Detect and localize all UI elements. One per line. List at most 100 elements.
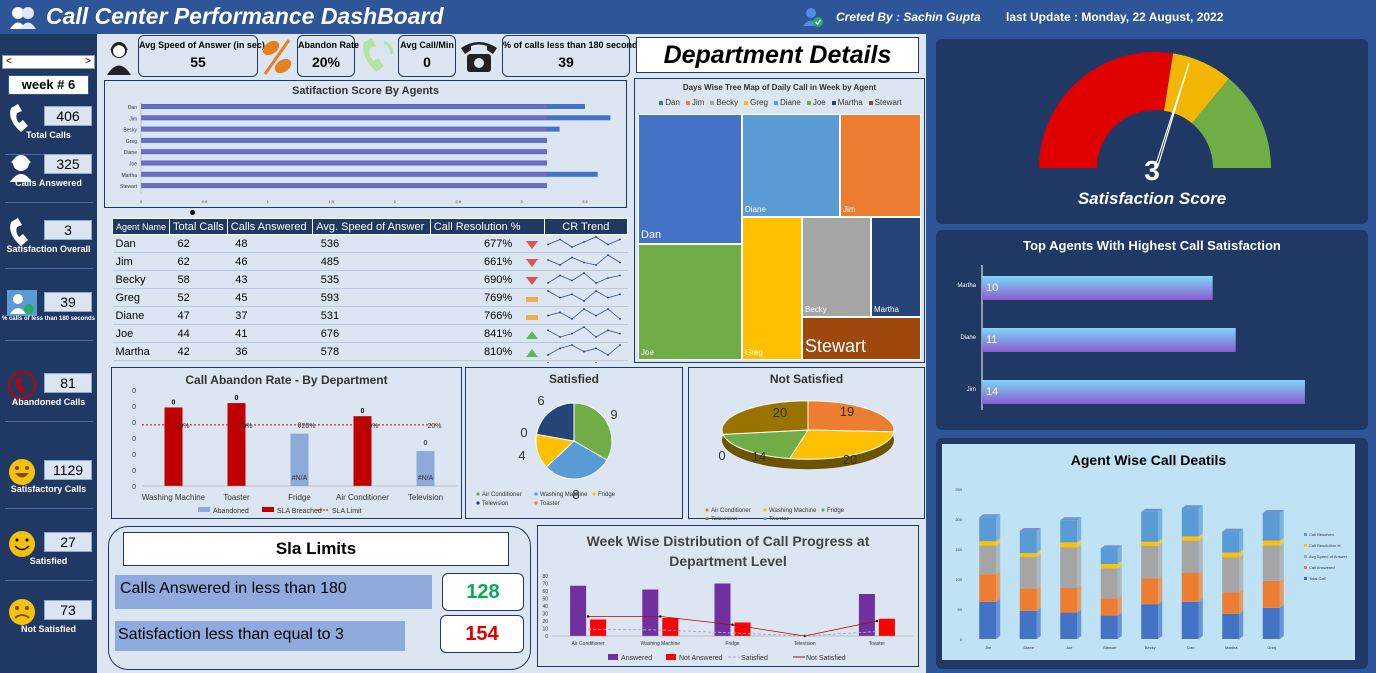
treemap-tile: Jim — [840, 114, 921, 217]
y-tick: 0 — [545, 634, 548, 640]
stacked-side — [1239, 589, 1244, 614]
treemap-tile: Dan — [638, 114, 742, 244]
stacked-segment — [1222, 592, 1240, 614]
table-cell: 47 — [169, 306, 228, 325]
table-row: Martha 42 36 578 810% — [112, 342, 628, 361]
treemap-tile: Joe — [638, 244, 742, 360]
trend-sparkline — [544, 288, 628, 307]
table-cell: Dan — [112, 234, 170, 253]
agent-label: Diane — [124, 150, 137, 156]
legend-swatch — [1304, 577, 1307, 580]
top-agent-bar — [982, 380, 1305, 404]
x-tick: Air Conditioner — [336, 493, 389, 502]
x-tick: 0.5 — [202, 199, 208, 204]
legend-label: Call Resolution % — [1309, 543, 1341, 548]
y-tick: 0 — [132, 484, 136, 491]
stacked-top — [1100, 545, 1122, 549]
trend-indicator-icon — [526, 294, 539, 302]
week-scrollbar[interactable]: < > — [2, 55, 95, 69]
header-bar: Call Center Performance DashBoard Creted… — [0, 0, 1376, 34]
not-satisfied-point — [586, 615, 590, 618]
legend-label: Greg — [750, 98, 768, 107]
table-cell: Greg — [112, 288, 170, 307]
treemap-tile-label: Becky — [805, 305, 827, 314]
stacked-segment — [1262, 513, 1280, 541]
stacked-side — [996, 538, 1001, 546]
trend-indicator-icon — [526, 330, 539, 339]
stacked-side — [996, 571, 1001, 602]
stacked-side — [1077, 539, 1082, 548]
agent-calls-chart: 0 50 100 150 200 250 Jim Diane Joe Stewart Becky Da… — [955, 487, 1348, 650]
stacked-side — [996, 598, 1001, 639]
data-label: 0 — [298, 423, 302, 430]
resolution-value: 810% — [484, 345, 513, 358]
legend-swatch — [831, 100, 836, 105]
trend-indicator-icon — [526, 276, 539, 285]
legend-item: Martha — [831, 98, 863, 107]
stacked-top — [1060, 517, 1082, 521]
agent-label: Martha — [121, 173, 137, 179]
x-tick: Air Conditioner — [572, 641, 605, 647]
trend-indicator-icon — [526, 240, 539, 249]
top-agent-bar — [982, 276, 1213, 300]
stacked-side — [1158, 575, 1163, 605]
y-tick: 0 — [960, 637, 963, 642]
legend-label: Total Call — [1309, 576, 1326, 581]
satisfaction-bar-base — [141, 172, 547, 176]
answered-bar — [858, 594, 875, 636]
stacked-side — [1117, 565, 1122, 599]
satisfied-pie-chart: 9 8 4 6 0 Air Conditioner Washing Machine Fridg… — [476, 393, 618, 507]
x-tick: Dan — [1187, 645, 1194, 650]
legend-label: Joe — [812, 98, 826, 107]
sidebar-value-0: 406 — [44, 106, 92, 126]
stacked-side — [1279, 604, 1284, 639]
kpi-avg-speed-value: 55 — [190, 54, 206, 70]
scroll-right-button[interactable]: > — [85, 56, 91, 67]
sidebar-label-2: Satisfaction Overall — [6, 244, 91, 254]
last-update: last Update : Monday, 22 August, 2022 — [1006, 10, 1224, 24]
pie-label: 0 — [718, 448, 725, 463]
scroll-left-button[interactable]: < — [6, 56, 12, 67]
table-cell: 62 — [169, 234, 228, 253]
treemap-tile-label: Jim — [843, 205, 856, 214]
table-row: Dan 62 48 536 677% — [112, 234, 628, 253]
legend-swatch — [821, 508, 825, 512]
legend-swatch — [1304, 566, 1307, 569]
pie-label: 14 — [752, 449, 766, 464]
agent-label: Stewart — [120, 184, 138, 190]
resolution-cell: 769% — [430, 288, 545, 307]
kpi-calls-180: % of calls less than 180 seconds 39 — [502, 35, 643, 77]
table-cell: Jim — [112, 252, 170, 271]
sidebar-divider — [5, 340, 93, 341]
table-cell: Martha — [112, 342, 170, 361]
kpi-avg-call-value: 0 — [423, 54, 431, 70]
treemap-tile: Greg — [742, 217, 802, 360]
x-tick: Becky — [1145, 645, 1156, 650]
sidebar-value-4: 81 — [44, 373, 92, 393]
stacked-side — [1036, 550, 1041, 557]
stacked-top — [1262, 510, 1284, 513]
x-tick: 0 — [140, 199, 143, 204]
legend-swatch — [476, 501, 480, 505]
kpi-abandon-rate: Abandon Rate 20% — [297, 35, 359, 77]
pie-slice — [788, 429, 895, 460]
stacked-side — [1036, 607, 1041, 639]
table-header-4: Call Resolution % — [429, 218, 545, 235]
stacked-side — [1077, 517, 1082, 543]
stacked-segment — [1100, 615, 1118, 639]
top-agents-panel: Top Agents With Highest Call Satisfactio… — [936, 230, 1368, 430]
legend-label: Washing Machine — [769, 508, 817, 514]
kpi-calls-180-label: % of calls less than 180 seconds — [503, 40, 643, 50]
not-satisfied-line — [588, 616, 877, 637]
sidebar-divider — [5, 421, 93, 422]
gauge-label: Satisfaction Score — [1077, 189, 1227, 208]
happy-emoji-icon — [7, 458, 37, 488]
trend-indicator-icon — [526, 348, 539, 357]
headset-person-icon — [102, 36, 136, 76]
pie-slice — [721, 400, 809, 435]
table-row: Stewart3929498667% — [112, 360, 628, 363]
data-label: #N/A — [292, 475, 308, 482]
sidebar-divider — [5, 202, 93, 203]
legend-label: Martha — [837, 98, 863, 107]
answered-bar — [714, 583, 731, 636]
